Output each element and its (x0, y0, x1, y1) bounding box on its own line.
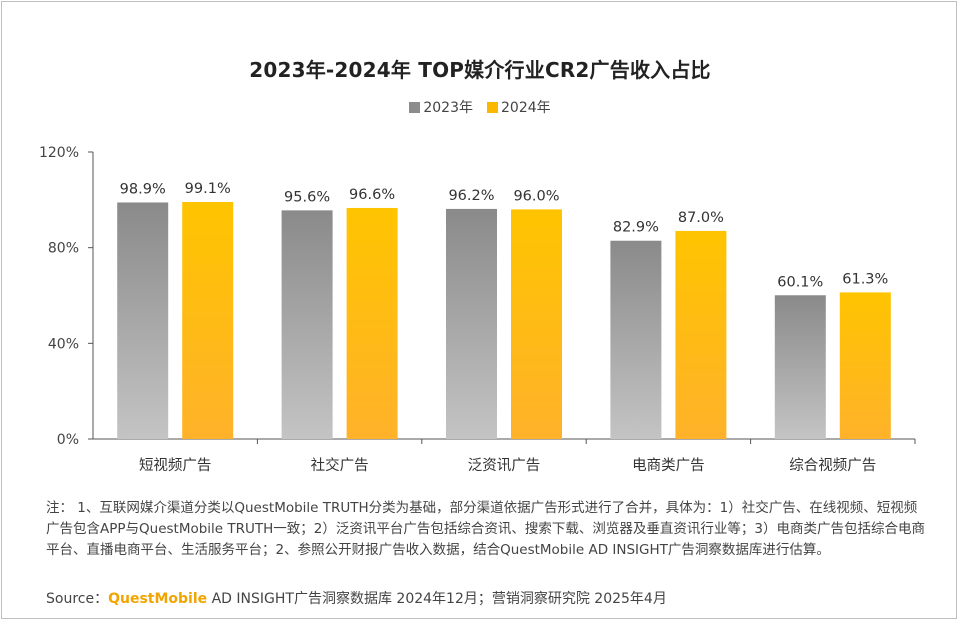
chart-notes: 注： 1、互联网媒介渠道分类以QuestMobile TRUTH分类为基础，部分… (46, 500, 925, 558)
data-label: 99.1% (185, 181, 231, 197)
chart-source: Source：QuestMobile AD INSIGHT广告洞察数据库 202… (46, 588, 667, 608)
legend-label-2024: 2024年 (501, 100, 551, 116)
data-label: 96.0% (513, 188, 559, 204)
bar-2024年-社交广告 (346, 207, 398, 439)
x-tick-label: 电商类广告 (632, 457, 705, 474)
data-label: 61.3% (842, 271, 888, 287)
source-prefix: Source： (46, 591, 109, 607)
legend-item-2023: 2023年 (409, 97, 473, 117)
data-label: 95.6% (284, 189, 330, 205)
x-tick-label: 短视频广告 (139, 457, 212, 474)
bar-2024年-泛资讯广告 (511, 209, 562, 439)
source-rest: AD INSIGHT广告洞察数据库 2024年12月；营销洞察研究院 2025年… (207, 591, 667, 607)
source-brand: QuestMobile (108, 591, 208, 607)
chart-legend: 2023年 2024年 (0, 97, 960, 117)
y-tick-label: 80% (48, 241, 79, 257)
bar-2024年-短视频广告 (182, 201, 234, 439)
bar-2024年-电商类广告 (675, 230, 727, 439)
x-tick-label: 泛资讯广告 (468, 457, 541, 474)
data-label: 96.2% (448, 188, 494, 204)
legend-label-2023: 2023年 (423, 100, 473, 116)
bar-2023年-泛资讯广告 (446, 208, 497, 439)
x-tick-label: 综合视频广告 (789, 457, 876, 474)
bar-2023年-综合视频广告 (774, 295, 826, 439)
bar-2023年-社交广告 (281, 210, 333, 439)
bar-2024年-综合视频广告 (839, 292, 891, 439)
chart-title: 2023年-2024年 TOP媒介行业CR2广告收入占比 (249, 58, 711, 82)
bar-2023年-短视频广告 (117, 202, 169, 439)
legend-item-2024: 2024年 (487, 97, 551, 117)
data-label: 96.6% (349, 187, 395, 203)
y-tick-label: 40% (48, 336, 79, 352)
x-tick-label: 社交广告 (311, 456, 369, 474)
y-tick-label: 0% (57, 432, 79, 448)
data-label: 60.1% (777, 274, 823, 290)
data-label: 87.0% (678, 210, 724, 226)
data-label: 82.9% (613, 220, 659, 236)
data-label: 98.9% (120, 181, 166, 197)
legend-swatch-2023 (409, 101, 421, 113)
bar-2023年-电商类广告 (610, 240, 662, 439)
legend-swatch-2024 (487, 101, 498, 113)
y-tick-label: 120% (39, 145, 79, 161)
